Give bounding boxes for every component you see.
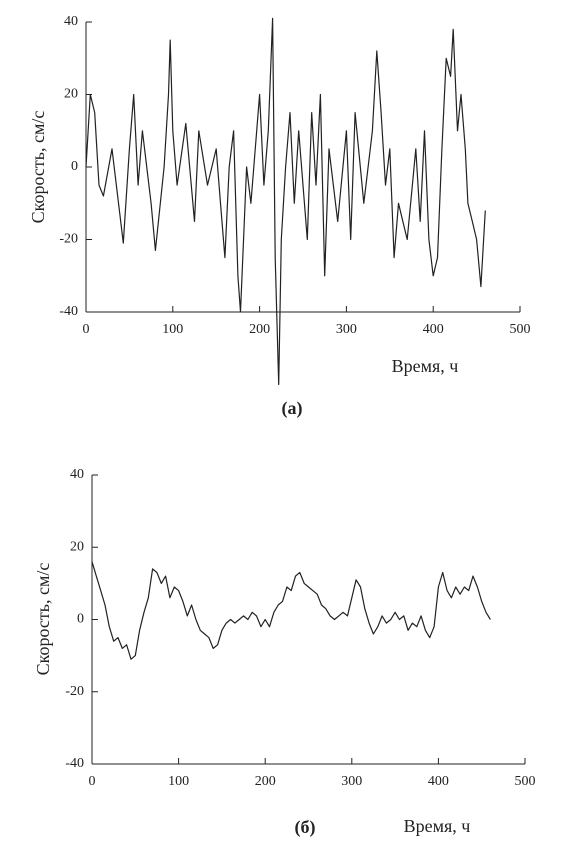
- y-axis-label: Скорость, см/с: [33, 563, 53, 676]
- caption: (б): [295, 817, 316, 838]
- x-tick-label: 100: [168, 774, 189, 789]
- y-tick-label: 0: [71, 159, 78, 174]
- y-tick-label: 20: [64, 87, 78, 102]
- x-axis-label: Время, ч: [404, 816, 471, 836]
- x-tick-label: 300: [341, 774, 362, 789]
- x-tick-label: 0: [89, 774, 96, 789]
- x-axis-label: Время, ч: [392, 356, 459, 376]
- data-line: [85, 17, 486, 386]
- y-axis-label: Скорость, см/с: [28, 111, 48, 224]
- x-tick-label: 200: [255, 774, 276, 789]
- x-tick-label: 300: [336, 322, 357, 337]
- x-tick-label: 500: [510, 322, 531, 337]
- y-tick-label: -20: [65, 684, 84, 699]
- x-tick-label: 400: [423, 322, 444, 337]
- y-tick-label: 20: [70, 539, 84, 554]
- y-tick-label: -20: [59, 232, 78, 247]
- y-tick-label: -40: [65, 756, 84, 771]
- y-tick-label: 0: [77, 612, 84, 627]
- caption: (а): [282, 398, 303, 419]
- x-tick-label: 200: [249, 322, 270, 337]
- x-tick-label: 400: [428, 774, 449, 789]
- x-tick-label: 500: [515, 774, 536, 789]
- y-tick-label: -40: [59, 304, 78, 319]
- x-tick-label: 100: [162, 322, 183, 337]
- data-line: [91, 561, 491, 660]
- y-tick-label: 40: [70, 467, 84, 482]
- x-tick-label: 0: [83, 322, 90, 337]
- y-tick-label: 40: [64, 14, 78, 29]
